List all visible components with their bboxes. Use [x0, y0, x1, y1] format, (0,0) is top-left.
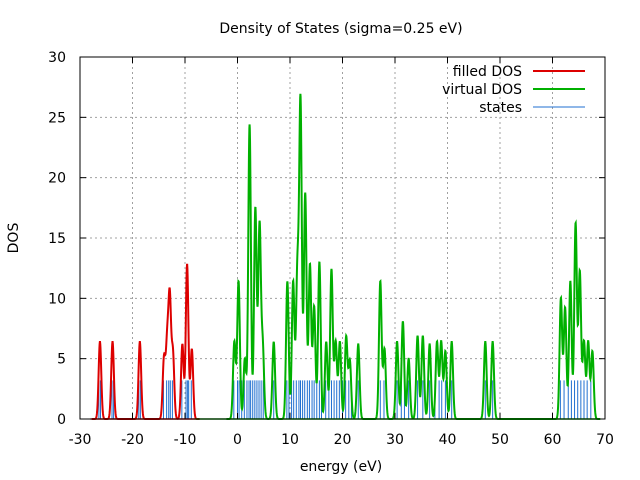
legend-label-states: states [479, 100, 522, 116]
y-tick-label: 0 [57, 412, 66, 428]
y-tick-label: 10 [48, 291, 66, 307]
grid [80, 57, 605, 419]
y-axis-label: DOS [6, 223, 22, 254]
x-tick-label: 20 [334, 432, 352, 448]
x-tick-label: -20 [121, 432, 144, 448]
y-tick-label: 25 [48, 110, 66, 126]
x-tick-label: -30 [69, 432, 92, 448]
y-tick-label: 20 [48, 171, 66, 187]
axis-ticks: -30 -20 -10 0 10 20 30 40 50 60 70 0 5 10 15 20 25 30 [48, 50, 614, 448]
x-axis-label: energy (eV) [300, 459, 382, 475]
y-tick-label: 5 [57, 352, 66, 368]
x-tick-label: 10 [281, 432, 299, 448]
virtual-dos-line [226, 93, 601, 420]
plot-area [90, 93, 601, 420]
x-tick-label: 70 [596, 432, 614, 448]
filled-dos-line [92, 263, 200, 420]
y-tick-label: 15 [48, 231, 66, 247]
x-tick-label: 30 [386, 432, 404, 448]
legend-label-virtual-dos: virtual DOS [442, 82, 522, 98]
legend: filled DOS virtual DOS states [442, 64, 585, 116]
x-tick-label: 0 [233, 432, 242, 448]
x-tick-label: 40 [439, 432, 457, 448]
legend-label-filled-dos: filled DOS [453, 64, 522, 80]
y-tick-label: 30 [48, 50, 66, 66]
x-tick-label: -10 [174, 432, 197, 448]
x-tick-label: 60 [544, 432, 562, 448]
x-tick-label: 50 [491, 432, 509, 448]
chart-title: Density of States (sigma=0.25 eV) [219, 21, 462, 37]
